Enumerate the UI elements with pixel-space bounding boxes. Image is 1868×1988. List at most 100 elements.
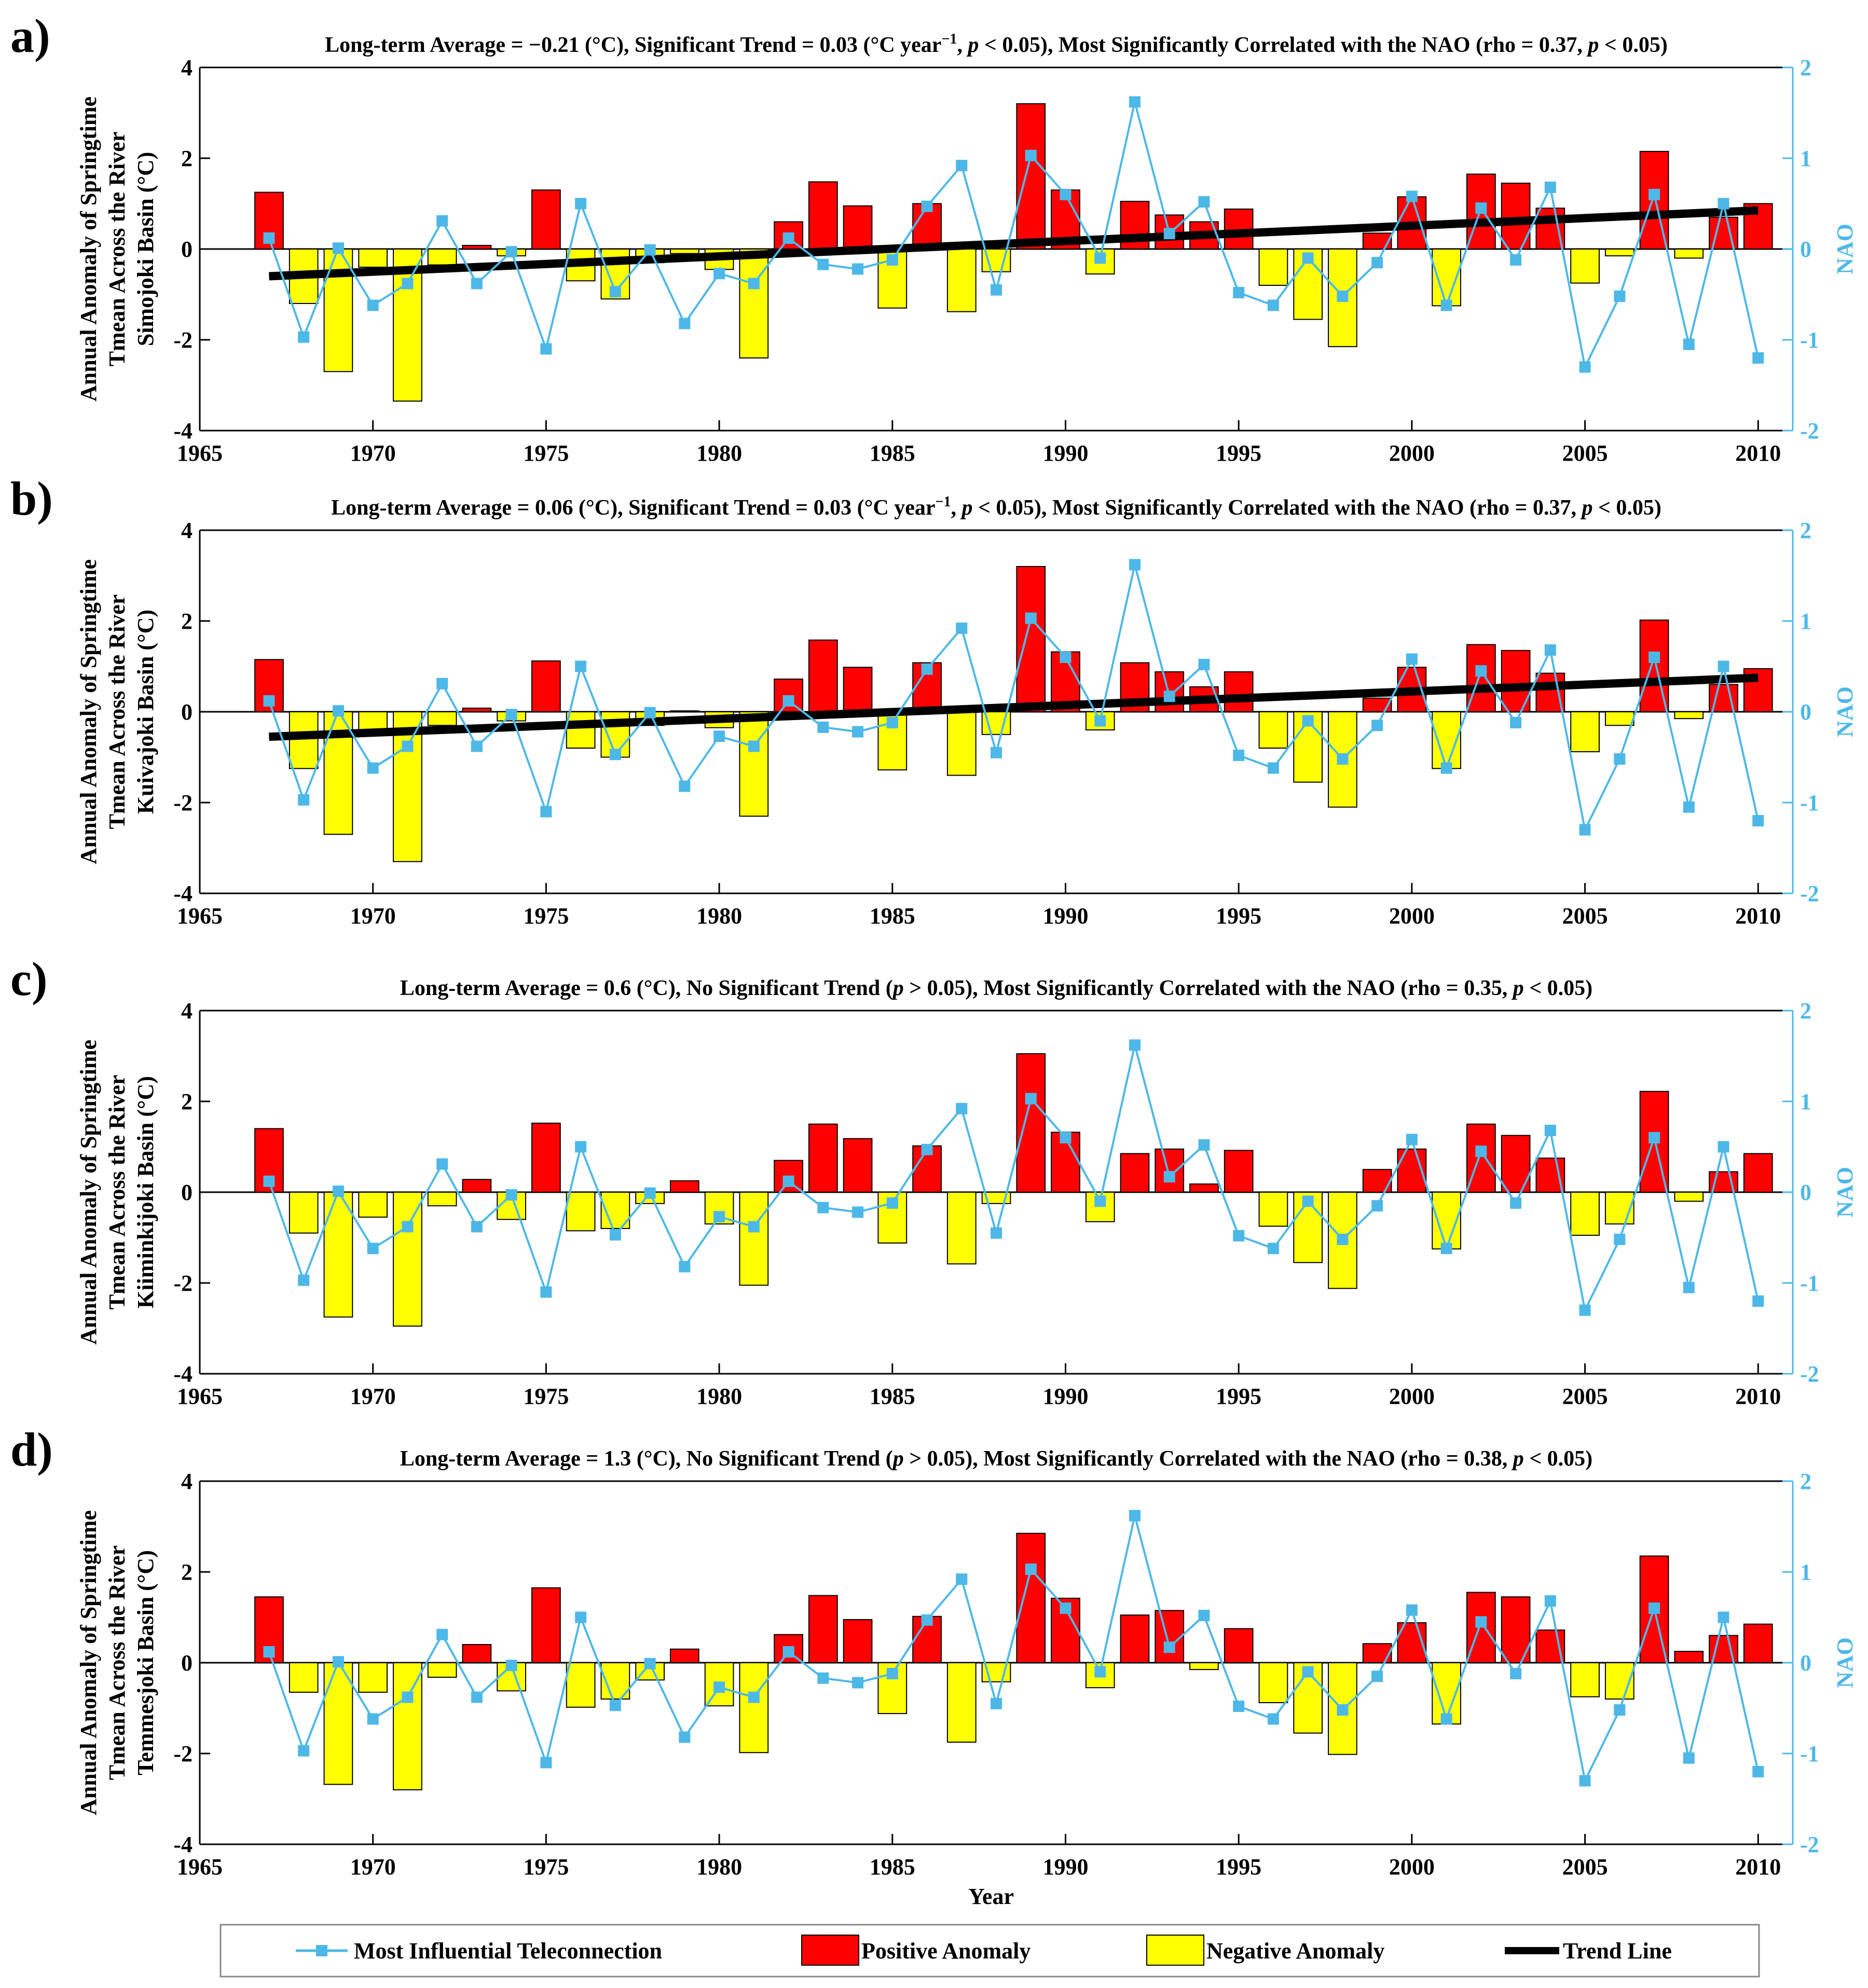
chart-title-part: −1 (941, 31, 957, 47)
x-tick-label: 2010 (1735, 903, 1781, 929)
nao-marker (1371, 257, 1383, 269)
nao-marker (748, 1691, 760, 1703)
negative-anomaly-bar (323, 1662, 353, 1785)
y-tick-label: -4 (173, 1361, 193, 1387)
nao-marker (298, 1745, 310, 1757)
nao-marker (1614, 1234, 1626, 1245)
negative-anomaly-bar (739, 1662, 769, 1754)
nao-marker (1198, 196, 1210, 208)
nao-marker (1440, 299, 1452, 311)
nao-marker (748, 1221, 760, 1233)
x-tick-label: 2010 (1735, 1384, 1781, 1409)
positive-anomaly-bar (1016, 1053, 1046, 1193)
nao-marker (1060, 652, 1072, 663)
negative-anomaly-bar (1085, 711, 1115, 730)
positive-anomaly-bar (1016, 566, 1046, 712)
y2-tick-label: 1 (1800, 1089, 1811, 1114)
negative-anomaly-bar (566, 1192, 596, 1232)
nao-marker (1649, 652, 1660, 663)
nao-marker (1475, 1145, 1487, 1157)
positive-anomaly-bar (1535, 672, 1565, 712)
panel-label: d) (10, 1423, 53, 1476)
nao-marker (921, 663, 933, 675)
nao-marker (679, 780, 691, 792)
chart-title-part: Long-term Average = −0.21 (°C), Signific… (325, 33, 941, 57)
negative-anomaly-bar (946, 1662, 977, 1743)
negative-anomaly-bar (1674, 1192, 1704, 1202)
nao-marker (1614, 753, 1626, 765)
negative-anomaly-bar (1258, 711, 1288, 749)
x-tick-label: 2000 (1389, 1854, 1435, 1880)
negative-anomaly-bar (1604, 248, 1634, 257)
negative-anomaly-bar (1570, 248, 1600, 284)
negative-anomaly-bar (358, 1662, 388, 1693)
negative-anomaly-bar (1189, 1662, 1219, 1671)
y-tick-label: -4 (173, 418, 193, 444)
nao-marker (1649, 1132, 1660, 1143)
x-tick-label: 1975 (523, 1854, 569, 1880)
nao-marker (1129, 96, 1141, 108)
nao-marker (1406, 1604, 1418, 1616)
nao-marker (505, 709, 517, 721)
nao-marker (956, 1103, 968, 1114)
nao-marker (1683, 1752, 1695, 1764)
negative-anomaly-bar (323, 1192, 353, 1318)
nao-marker (367, 762, 379, 774)
chart-title-part: p (960, 496, 972, 520)
positive-anomaly-bar (669, 1180, 699, 1193)
positive-anomaly-bar (1189, 1183, 1219, 1193)
positive-anomaly-bar (1674, 1651, 1704, 1663)
nao-marker (1579, 1304, 1591, 1316)
negative-anomaly-bar (323, 248, 353, 372)
y2-tick-label: 2 (1800, 998, 1811, 1024)
chart-title-part: < 0.05) (1599, 33, 1667, 57)
negative-anomaly-bar (739, 711, 769, 817)
nao-marker (471, 1221, 483, 1233)
y-axis-label-line-2: Tmean Across the River (104, 1545, 130, 1780)
nao-marker (332, 1656, 344, 1668)
chart-title-part: p (891, 1447, 904, 1471)
x-tick-label: 1990 (1042, 440, 1088, 466)
nao-marker (1579, 361, 1591, 373)
nao-marker (471, 278, 483, 289)
negative-anomaly-bar (946, 711, 977, 776)
y-axis-label-line-1: Annual Anomaly of Springtime (76, 1510, 101, 1815)
nao-marker (1440, 1713, 1452, 1725)
negative-anomaly-bar (1258, 248, 1288, 286)
nao-marker (1544, 182, 1556, 193)
y-tick-label: 2 (181, 1559, 193, 1585)
legend-positive-label: Positive Anomaly (861, 1938, 1031, 1964)
panel-label: b) (10, 472, 53, 525)
chart-title-part: > 0.05), Most Significantly Correlated w… (904, 976, 1513, 1000)
nao-marker (540, 1757, 552, 1769)
panel-label: c) (10, 952, 47, 1005)
nao-marker (1510, 1197, 1522, 1209)
nao-marker (505, 1189, 517, 1201)
nao-marker (1683, 801, 1695, 813)
nao-marker (1718, 660, 1729, 672)
nao-marker (1233, 1701, 1245, 1712)
y2-tick-label: -1 (1800, 327, 1819, 353)
x-tick-label: 1995 (1216, 1384, 1261, 1409)
y2-tick-label: -2 (1800, 418, 1819, 444)
nao-marker (991, 1227, 1002, 1239)
x-tick-label: 1975 (523, 440, 569, 466)
positive-anomaly-bar (531, 189, 561, 250)
nao-marker (263, 1646, 275, 1658)
nao-marker (1025, 1563, 1037, 1575)
x-tick-label: 1980 (696, 1384, 742, 1409)
positive-anomaly-bar (462, 1179, 492, 1193)
nao-marker (263, 695, 275, 707)
y-axis-label-line-2: Tmean Across the River (104, 132, 130, 367)
chart-title: Long-term Average = −0.21 (°C), Signific… (325, 31, 1668, 57)
y2-tick-label: 1 (1800, 146, 1811, 171)
nao-marker (644, 707, 656, 719)
nao-marker (1614, 1704, 1626, 1716)
y2-tick-label: 2 (1800, 1469, 1811, 1494)
positive-anomaly-bar (1362, 1643, 1392, 1663)
nao-marker (1025, 1093, 1037, 1105)
x-axis-label: Year (968, 1884, 1014, 1909)
nao-marker (1233, 1230, 1245, 1241)
positive-anomaly-bar (1224, 1150, 1254, 1193)
x-tick-label: 1965 (177, 1384, 223, 1409)
